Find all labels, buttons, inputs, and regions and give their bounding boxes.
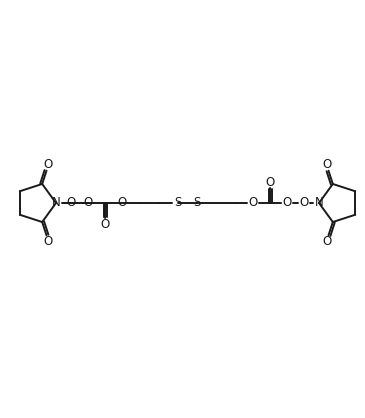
Text: O: O xyxy=(83,196,93,209)
Text: O: O xyxy=(66,196,76,209)
Text: N: N xyxy=(315,196,323,209)
Text: O: O xyxy=(100,217,110,230)
Text: O: O xyxy=(322,158,331,171)
Text: O: O xyxy=(265,176,274,189)
Text: O: O xyxy=(44,158,53,171)
Text: O: O xyxy=(248,196,258,209)
Text: O: O xyxy=(118,196,127,209)
Text: O: O xyxy=(283,196,292,209)
Text: O: O xyxy=(44,234,53,247)
Text: O: O xyxy=(322,234,331,247)
Text: N: N xyxy=(51,196,60,209)
Text: S: S xyxy=(193,196,201,209)
Text: S: S xyxy=(174,196,182,209)
Text: O: O xyxy=(299,196,309,209)
